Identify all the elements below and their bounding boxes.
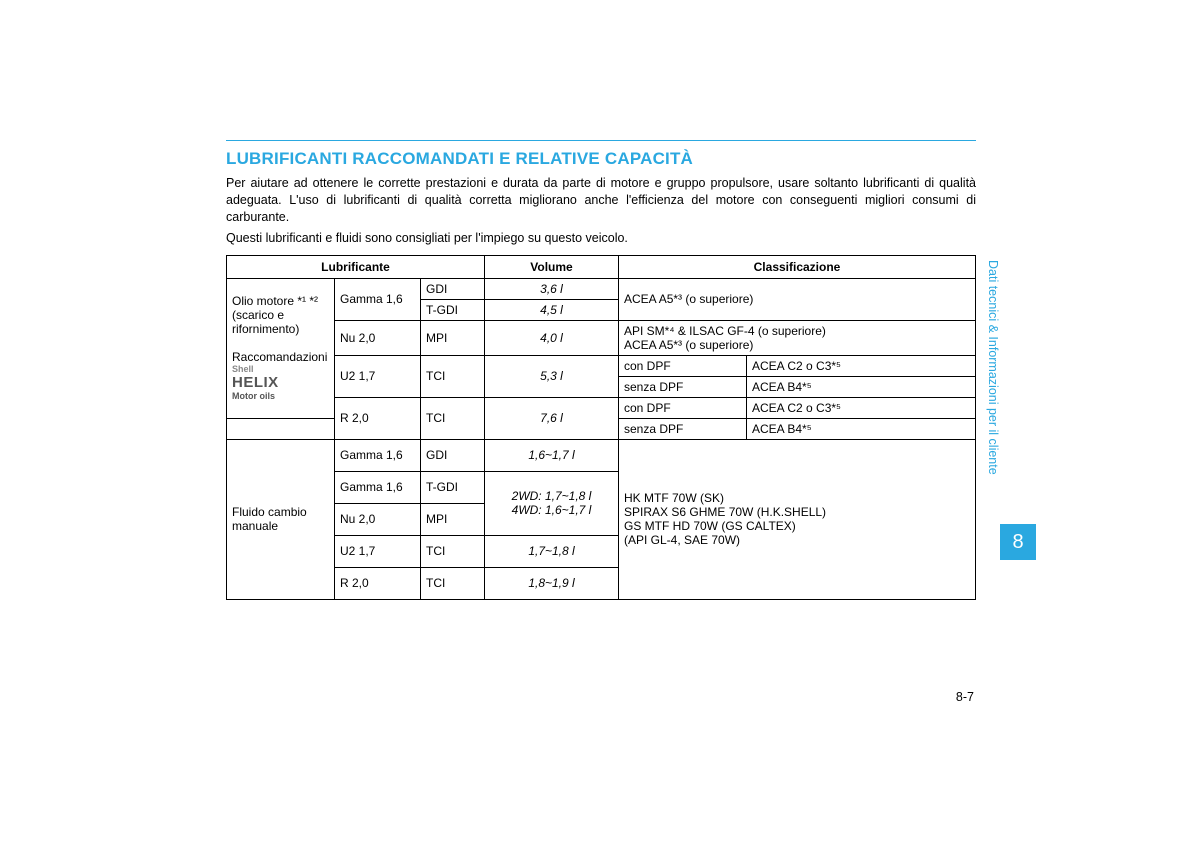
table-row: U2 1,7 TCI 5,3 l con DPF ACEA C2 o C3*⁵ xyxy=(227,355,976,376)
engine-oil-rec-label: Raccomandazioni xyxy=(232,350,327,364)
lubricants-table: Lubrificante Volume Classificazione Olio… xyxy=(226,255,976,600)
class-line2: ACEA A5*³ (o superiore) xyxy=(624,338,753,352)
col-lubricant: Lubrificante xyxy=(227,255,485,278)
vol-text: 4,5 l xyxy=(540,303,563,317)
col-volume: Volume xyxy=(485,255,619,278)
cell-condition: con DPF xyxy=(619,397,747,418)
class-c: GS MTF HD 70W (GS CALTEX) xyxy=(624,519,796,533)
cell-volume: 7,6 l xyxy=(485,397,619,439)
cell-volume: 4,5 l xyxy=(485,299,619,320)
cell-class: ACEA C2 o C3*⁵ xyxy=(747,397,976,418)
cell-engine: U2 1,7 xyxy=(335,355,421,397)
cell-engine: R 2,0 xyxy=(335,567,421,599)
cell-class: API SM*⁴ & ILSAC GF-4 (o superiore) ACEA… xyxy=(619,320,976,355)
section-title: LUBRIFICANTI RACCOMANDATI E RELATIVE CAP… xyxy=(226,149,976,169)
cell-class: ACEA C2 o C3*⁵ xyxy=(747,355,976,376)
cell-class: ACEA B4*⁵ xyxy=(747,376,976,397)
helix-shell-text: Shell xyxy=(232,364,254,374)
engine-oil-label-line2: (scarico e xyxy=(232,308,284,322)
table-row: Nu 2,0 MPI 4,0 l API SM*⁴ & ILSAC GF-4 (… xyxy=(227,320,976,355)
engine-oil-label-line3: rifornimento) xyxy=(232,322,299,336)
cell-type: GDI xyxy=(421,439,485,471)
manual-trans-label-cell: Fluido cambio manuale xyxy=(227,439,335,599)
table-row: R 2,0 TCI 7,6 l con DPF ACEA C2 o C3*⁵ xyxy=(227,397,976,418)
vol-text-b: 4WD: 1,6~1,7 l xyxy=(512,503,592,517)
vol-text: 4,0 l xyxy=(540,331,563,345)
cell-type: T-GDI xyxy=(421,299,485,320)
cell-volume: 3,6 l xyxy=(485,278,619,299)
cell-engine: Gamma 1,6 xyxy=(335,278,421,320)
cell-condition: senza DPF xyxy=(619,376,747,397)
vol-text: 3,6 l xyxy=(540,282,563,296)
cell-type: MPI xyxy=(421,503,485,535)
cell-engine: U2 1,7 xyxy=(335,535,421,567)
cell-condition: con DPF xyxy=(619,355,747,376)
cell-engine: Nu 2,0 xyxy=(335,503,421,535)
cell-type: TCI xyxy=(421,355,485,397)
cell-engine: Nu 2,0 xyxy=(335,320,421,355)
chapter-tab: 8 xyxy=(1000,524,1036,560)
cell-class: HK MTF 70W (SK) SPIRAX S6 GHME 70W (H.K.… xyxy=(619,439,976,599)
mt-label-2: manuale xyxy=(232,519,278,533)
cell-type: TCI xyxy=(421,397,485,439)
page-content: LUBRIFICANTI RACCOMANDATI E RELATIVE CAP… xyxy=(226,140,976,600)
mt-label-1: Fluido cambio xyxy=(232,505,307,519)
helix-sub-text: Motor oils xyxy=(232,391,275,401)
table-row: Fluido cambio manuale Gamma 1,6 GDI 1,6~… xyxy=(227,439,976,471)
cell-engine: Gamma 1,6 xyxy=(335,471,421,503)
side-section-title: Dati tecnici & Informazioni per il clien… xyxy=(986,260,1000,475)
cell-engine: R 2,0 xyxy=(335,397,421,439)
vol-text: 1,8~1,9 l xyxy=(528,576,574,590)
col-classification: Classificazione xyxy=(619,255,976,278)
class-line1: API SM*⁴ & ILSAC GF-4 (o superiore) xyxy=(624,324,826,338)
helix-logo: Shell HELIX Motor oils xyxy=(232,364,329,403)
vol-text: 7,6 l xyxy=(540,411,563,425)
cell-volume: 1,6~1,7 l xyxy=(485,439,619,471)
cell-volume: 1,8~1,9 l xyxy=(485,567,619,599)
vol-text: 1,7~1,8 l xyxy=(528,544,574,558)
cell-volume: 2WD: 1,7~1,8 l 4WD: 1,6~1,7 l xyxy=(485,471,619,535)
cell-type: TCI xyxy=(421,535,485,567)
cell-type: TCI xyxy=(421,567,485,599)
engine-oil-label-cell: Olio motore *¹ *² (scarico e riforniment… xyxy=(227,278,335,418)
top-rule xyxy=(226,140,976,141)
cell-volume: 4,0 l xyxy=(485,320,619,355)
cell-class: ACEA B4*⁵ xyxy=(747,418,976,439)
table-row: Olio motore *¹ *² (scarico e riforniment… xyxy=(227,278,976,299)
cell-type: T-GDI xyxy=(421,471,485,503)
engine-oil-label-cell-cont xyxy=(227,418,335,439)
intro-paragraph-2: Questi lubrificanti e fluidi sono consig… xyxy=(226,230,976,247)
engine-oil-label-line1: Olio motore *¹ *² xyxy=(232,294,318,308)
intro-paragraph-1: Per aiutare ad ottenere le corrette pres… xyxy=(226,175,976,226)
cell-condition: senza DPF xyxy=(619,418,747,439)
cell-type: GDI xyxy=(421,278,485,299)
helix-main-text: HELIX xyxy=(232,374,279,391)
class-b: SPIRAX S6 GHME 70W (H.K.SHELL) xyxy=(624,505,826,519)
class-d: (API GL-4, SAE 70W) xyxy=(624,533,740,547)
vol-text: 5,3 l xyxy=(540,369,563,383)
cell-volume: 1,7~1,8 l xyxy=(485,535,619,567)
class-a: HK MTF 70W (SK) xyxy=(624,491,724,505)
page-number: 8-7 xyxy=(956,690,974,704)
table-header-row: Lubrificante Volume Classificazione xyxy=(227,255,976,278)
cell-volume: 5,3 l xyxy=(485,355,619,397)
vol-text-a: 2WD: 1,7~1,8 l xyxy=(512,489,592,503)
cell-class: ACEA A5*³ (o superiore) xyxy=(619,278,976,320)
vol-text: 1,6~1,7 l xyxy=(528,448,574,462)
cell-engine: Gamma 1,6 xyxy=(335,439,421,471)
cell-type: MPI xyxy=(421,320,485,355)
